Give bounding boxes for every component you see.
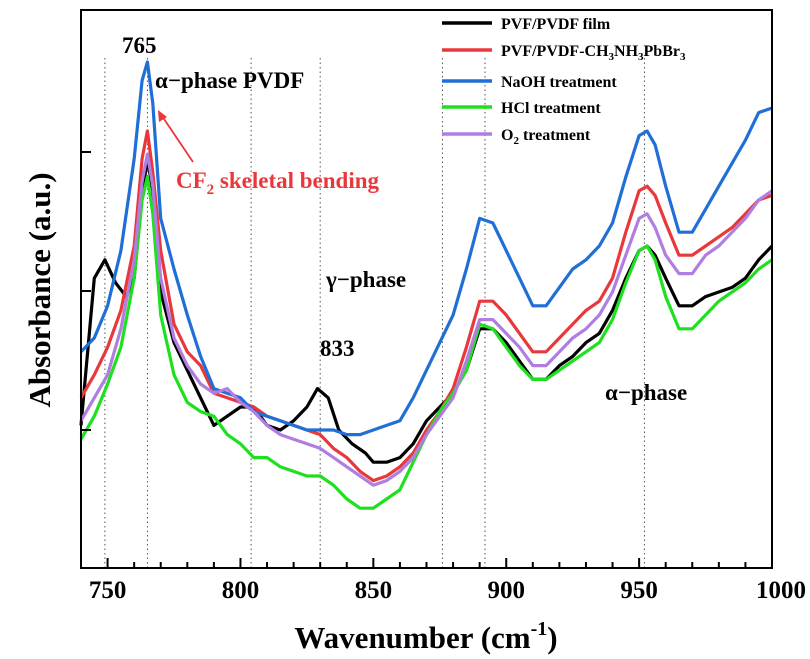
x-tick-label: 1000 [756, 577, 806, 604]
x-tick-label: 850 [355, 577, 393, 604]
x-tick-label: 900 [487, 577, 525, 604]
y-axis-label: Absorbance (a.u.) [22, 172, 57, 407]
axis-ticks [80, 151, 773, 568]
x-tick-labels: 750 800 850 900 950 1000 [89, 577, 806, 604]
legend: PVF/PVDF film PVF/PVDF-CH3NH3PbBr3 NaOH … [442, 16, 686, 147]
legend-label-3: HCl treatment [501, 100, 601, 117]
series-line-2 [79, 60, 773, 437]
legend-label-1: PVF/PVDF-CH3NH3PbBr3 [501, 43, 686, 63]
cf2-arrow [158, 110, 194, 163]
series-line-1 [79, 129, 773, 483]
x-tick-label: 950 [620, 577, 658, 604]
annotation-alpha: α−phase [605, 380, 687, 405]
annotation-cf2: CF2 skeletal bending [176, 168, 380, 198]
annotation-765: 765 [122, 33, 157, 58]
legend-label-2: NaOH treatment [501, 74, 617, 91]
legend-label-4: O2 treatment [501, 127, 591, 147]
x-tick-label: 750 [89, 577, 127, 604]
x-axis-label: Wavenumber (cm-1) [294, 618, 557, 655]
annotation-833: 833 [320, 336, 355, 361]
x-tick-label: 800 [222, 577, 260, 604]
annotation-alpha-pvdf: α−phase PVDF [155, 68, 304, 93]
series-lines [79, 60, 774, 510]
plot-frame [80, 9, 773, 569]
legend-label-0: PVF/PVDF film [501, 16, 611, 33]
annotation-gamma: γ−phase [325, 267, 406, 292]
series-line-4 [79, 152, 773, 487]
